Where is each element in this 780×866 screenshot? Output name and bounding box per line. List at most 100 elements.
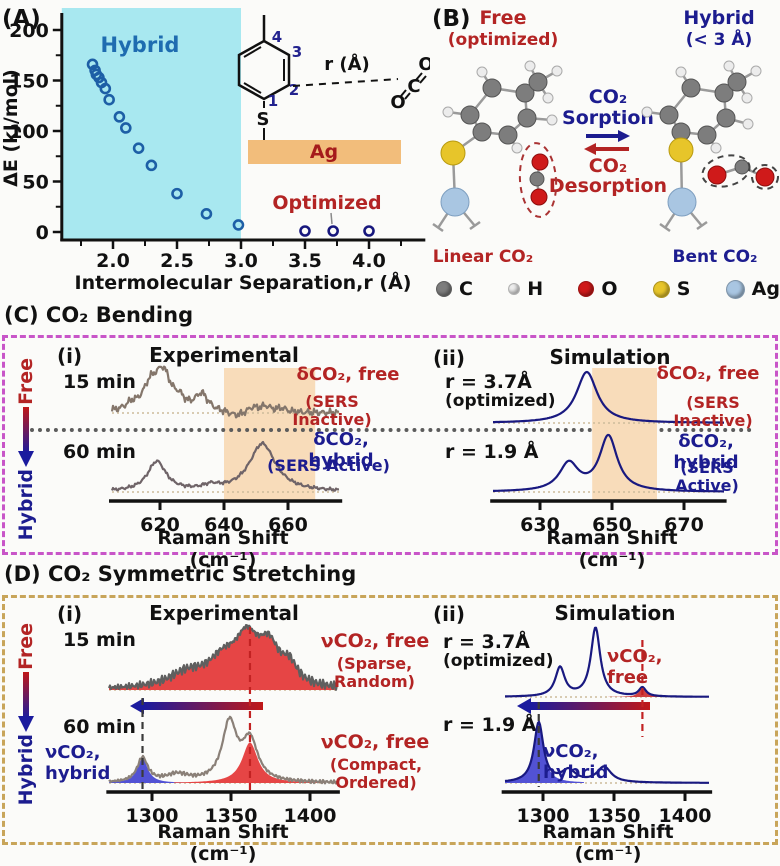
raman-shift-label-di: Raman Shift (cm⁻¹) [157,821,289,865]
silver-substrate-bar [248,140,401,164]
optimized-pointer-line [330,212,333,225]
y-tick-label: 100 [9,121,49,143]
x-tick-label: 640 [204,514,244,536]
co2-stretching-box: Free Hybrid (i) Experimental 15 min 60 m… [2,595,778,865]
subpanel-ii-tag-d: (ii) [433,602,465,626]
r37-sublabel-d: (optimized) [443,651,554,671]
free-to-hybrid-arrow [18,406,34,467]
hybrid-region-shading [61,8,241,240]
raman-shift-label-cii: Raman Shift (cm⁻¹) [546,527,678,571]
data-point [99,82,112,95]
legend-label: O [601,278,618,300]
data-point [200,208,213,220]
desorption-arrow [584,143,629,155]
spectrum-curve [492,370,725,424]
sulfur-label: S [257,109,270,130]
legend-item-H: H [508,278,543,300]
linear-co2-label: Linear CO₂ [433,247,533,267]
data-point [113,111,126,123]
legend-label: H [527,278,544,300]
delta-free-label-sim: δCO₂, free [656,363,760,384]
data-point [363,225,375,237]
spectrum-curve [107,624,339,691]
co2-oxygen2-label: O [390,92,405,113]
optimized-label: Optimized [272,192,381,214]
free-molecule-atoms [440,60,563,218]
scatter-plot-layer: 2.0 2.5 3.0 3.5 4.0 0 50 100 150 200 [9,8,426,272]
trace-label-60min-d: 60 min [63,716,136,738]
desorption-gas-label: CO₂ [589,155,627,177]
sers-active-label: (SERS Active) [267,456,390,475]
spectrum-curve [504,626,710,698]
raman-shift-label-ci: Raman Shift (cm⁻¹) [157,527,289,571]
free-to-hybrid-axis-d: Free Hybrid [13,623,39,811]
atom-legend: C H O S Ag [432,276,780,302]
y-tick-label: 50 [22,172,48,194]
benzene-ring [237,39,291,101]
sers-active-label-sim: (SERS Active) [675,458,739,496]
ring-number-4: 4 [272,28,282,46]
delta-hybrid-label-sim: δCO₂, hybrid [673,431,739,473]
trace-label-60min: 60 min [63,441,136,463]
y-axis-label: ΔE (kJ/mol) [0,69,22,187]
trace-label-15min-d: 15 min [63,629,136,651]
data-point [86,58,99,71]
o-atom-icon [578,281,595,297]
spectrum-curve [110,440,340,492]
legend-item-O: O [578,278,617,300]
data-point [120,122,132,134]
co2-bending-box: Free Hybrid (i) Experimental 15 min 60 m… [2,335,778,571]
legend-label: Ag [751,278,780,300]
x-tick-label: 1400 [659,805,712,827]
legend-item-C: C [436,278,473,300]
desorption-label: Desorption [549,175,667,197]
x-tick-label: 660 [268,514,308,536]
nu-free-sparse-label: νCO₂, free [320,630,430,652]
y-tick-label: 200 [9,20,49,42]
linear-co2-highlight-ellipse [518,142,558,218]
x-tick-label: 1300 [517,805,570,827]
silver-atom [440,187,470,217]
redshift-arrow [517,698,650,714]
compact-ordered-label: (Compact, Ordered) [329,755,423,793]
x-tick-label: 630 [520,514,560,536]
bending-experimental-spectra: 620 640 660 [109,365,343,536]
data-point [327,225,339,237]
r37-sublabel: (optimized) [445,391,556,411]
r19-label-d: r = 1.9 Å [443,714,537,736]
delta-hybrid-label: δCO₂, hybrid [308,429,374,471]
simulation-title: Simulation [549,345,671,369]
subpanel-i-tag: (i) [57,344,83,368]
free-to-hybrid-axis: Free Hybrid [13,358,39,540]
r19-label: r = 1.9 Å [445,441,539,463]
free-hybrid-divider [30,428,752,432]
redshift-arrow [130,698,263,714]
sers-inactive-label-sim: (SERS Inactive) [673,393,753,431]
sorption-label: Sorption [562,107,654,129]
free-to-hybrid-arrow [18,671,34,732]
hybrid-region-label: Hybrid [101,33,180,57]
stretching-experimental-spectra: 1300 1350 1400 [106,624,340,827]
section-d-title: (D) CO₂ Symmetric Stretching [4,562,357,586]
spectrum-curve [108,715,338,785]
hybrid-state-subtitle: (< 3 Å) [686,27,753,50]
sulfur-atom [668,137,694,163]
ag-atom-icon [725,279,745,299]
x-tick-label: 1350 [205,805,258,827]
trace-label-15min: 15 min [63,371,136,393]
x-tick-label: 4.0 [352,250,386,272]
simulation-title-d: Simulation [554,601,676,625]
x-tick-label: 2.5 [160,250,194,272]
sorption-gas-label: CO₂ [589,86,627,108]
data-point [145,159,158,172]
filled-spectrum [109,625,337,690]
bent-co2-highlight-ellipse-1 [701,154,751,188]
x-tick-label: 620 [140,514,180,536]
sulfur-atom [440,140,466,166]
nu-free-compact-label: νCO₂, free [320,731,430,753]
bent-co2-highlight-ellipse-2 [751,164,779,190]
filled-peak [505,723,584,783]
legend-item-S: S [652,278,690,300]
y-tick-label: 0 [36,222,49,244]
legend-label: C [459,278,473,300]
